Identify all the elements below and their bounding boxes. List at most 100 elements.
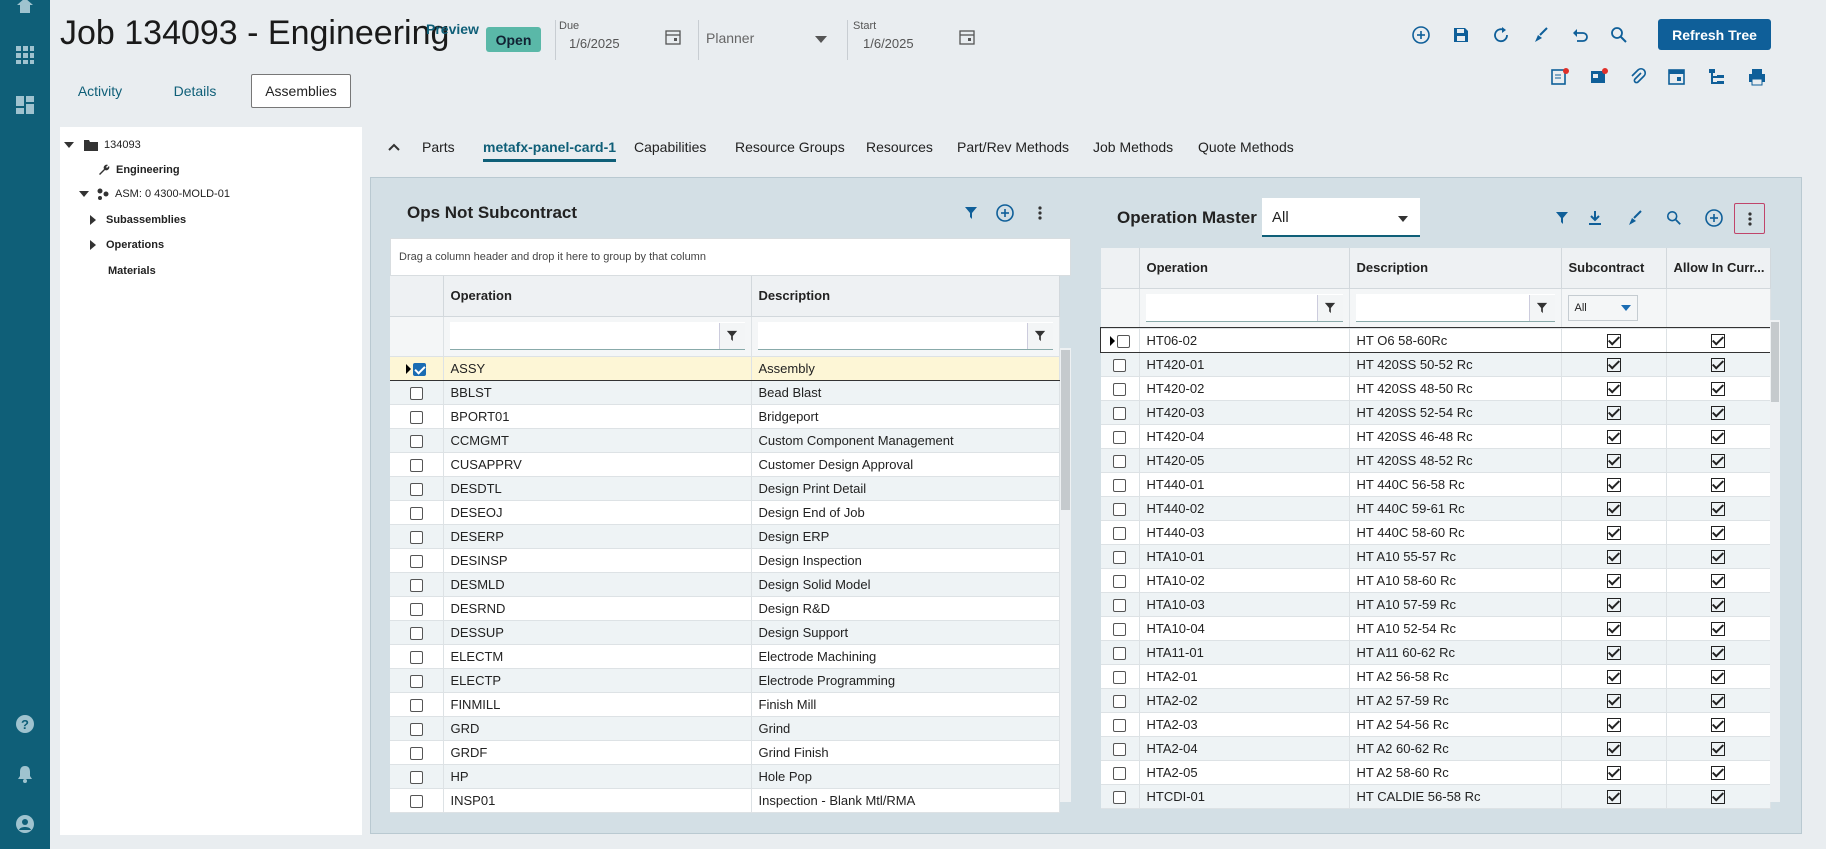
- table-row[interactable]: HTA10-01 HT A10 55-57 Rc: [1101, 544, 1771, 569]
- description-cell[interactable]: Design ERP: [751, 524, 1060, 549]
- operation-cell[interactable]: HT440-01: [1139, 472, 1350, 497]
- notification-bell-icon[interactable]: [13, 762, 37, 786]
- row-checkbox[interactable]: [1113, 358, 1127, 372]
- table-row[interactable]: ELECTM Electrode Machining: [390, 644, 1060, 669]
- row-checkbox[interactable]: [409, 434, 423, 448]
- description-cell[interactable]: Finish Mill: [751, 692, 1060, 717]
- tree-node-subassemblies[interactable]: Subassemblies: [90, 214, 186, 226]
- tab-activity[interactable]: Activity: [77, 83, 123, 99]
- table-row[interactable]: HTA2-02 HT A2 57-59 Rc: [1101, 688, 1771, 713]
- description-cell[interactable]: Custom Component Management: [751, 428, 1060, 453]
- description-cell[interactable]: Grind Finish: [751, 740, 1060, 765]
- row-checkbox[interactable]: [1113, 406, 1127, 420]
- row-checkbox[interactable]: [1113, 550, 1127, 564]
- tab-resource-groups[interactable]: Resource Groups: [735, 139, 845, 155]
- row-checkbox[interactable]: [1113, 646, 1127, 660]
- start-date-field[interactable]: Start 1/6/2025: [853, 20, 1023, 60]
- table-row[interactable]: DESMLD Design Solid Model: [390, 572, 1060, 597]
- table-row[interactable]: HT440-03 HT 440C 58-60 Rc: [1101, 520, 1771, 545]
- operation-cell[interactable]: HTA2-05: [1139, 760, 1350, 785]
- description-cell[interactable]: Design R&D: [751, 596, 1060, 621]
- tree-structure-icon[interactable]: [1706, 66, 1728, 88]
- row-checkbox[interactable]: [413, 362, 427, 376]
- operation-cell[interactable]: GRDF: [443, 740, 752, 765]
- row-checkbox[interactable]: [1113, 718, 1127, 732]
- table-row[interactable]: INSP01 Inspection - Blank Mtl/RMA: [390, 788, 1060, 813]
- row-checkbox[interactable]: [1113, 478, 1127, 492]
- operation-cell[interactable]: FINMILL: [443, 692, 752, 717]
- description-cell[interactable]: HT 440C 58-60 Rc: [1349, 520, 1562, 545]
- row-checkbox[interactable]: [409, 530, 423, 544]
- operation-cell[interactable]: HP: [443, 764, 752, 789]
- description-cell[interactable]: HT A11 60-62 Rc: [1349, 640, 1562, 665]
- table-row[interactable]: HT420-05 HT 420SS 48-52 Rc: [1101, 448, 1771, 473]
- description-cell[interactable]: Bridgeport: [751, 404, 1060, 429]
- table-row[interactable]: HTA10-03 HT A10 57-59 Rc: [1101, 592, 1771, 617]
- description-cell[interactable]: HT O6 58-60Rc: [1349, 328, 1562, 353]
- description-cell[interactable]: HT 440C 56-58 Rc: [1349, 472, 1562, 497]
- start-date-value[interactable]: 1/6/2025: [863, 36, 914, 51]
- table-row[interactable]: CCMGMT Custom Component Management: [390, 428, 1060, 453]
- tab-parts[interactable]: Parts: [422, 139, 455, 155]
- row-checkbox[interactable]: [409, 674, 423, 688]
- operation-cell[interactable]: GRD: [443, 716, 752, 741]
- operation-cell[interactable]: HTCDI-01: [1139, 784, 1350, 809]
- operation-cell[interactable]: DESSUP: [443, 620, 752, 645]
- search-icon[interactable]: [1663, 207, 1685, 229]
- table-row[interactable]: DESERP Design ERP: [390, 524, 1060, 549]
- due-date-field[interactable]: Due 1/6/2025: [559, 20, 729, 60]
- filter-icon[interactable]: [718, 322, 745, 349]
- operation-cell[interactable]: HTA10-01: [1139, 544, 1350, 569]
- home-icon[interactable]: [13, 0, 37, 18]
- operation-cell[interactable]: BPORT01: [443, 404, 752, 429]
- row-checkbox[interactable]: [1113, 454, 1127, 468]
- memo-icon[interactable]: [1549, 66, 1571, 88]
- description-cell[interactable]: HT A2 58-60 Rc: [1349, 760, 1562, 785]
- operation-cell[interactable]: HTA10-04: [1139, 616, 1350, 641]
- row-checkbox[interactable]: [409, 602, 423, 616]
- description-cell[interactable]: HT A2 54-56 Rc: [1349, 712, 1562, 737]
- operation-cell[interactable]: HTA10-03: [1139, 592, 1350, 617]
- left-grid-scroll-thumb[interactable]: [1061, 350, 1070, 510]
- tab-job-methods[interactable]: Job Methods: [1093, 139, 1174, 155]
- row-checkbox[interactable]: [409, 650, 423, 664]
- operation-filter-field[interactable]: [449, 322, 719, 349]
- add-row-icon[interactable]: [994, 202, 1016, 224]
- operation-cell[interactable]: HT420-02: [1139, 376, 1350, 401]
- table-row[interactable]: GRD Grind: [390, 716, 1060, 741]
- tree-node-materials[interactable]: Materials: [108, 265, 156, 277]
- collapse-icon[interactable]: [64, 142, 74, 148]
- description-cell[interactable]: Assembly: [751, 355, 1060, 381]
- table-row[interactable]: DESDTL Design Print Detail: [390, 476, 1060, 501]
- dashboard-icon[interactable]: [13, 93, 37, 117]
- row-checkbox[interactable]: [409, 578, 423, 592]
- description-cell[interactable]: HT A2 56-58 Rc: [1349, 664, 1562, 689]
- operation-cell[interactable]: DESERP: [443, 524, 752, 549]
- calendar-icon[interactable]: [1666, 66, 1688, 88]
- operation-cell[interactable]: HTA2-02: [1139, 688, 1350, 713]
- undo-icon[interactable]: [1569, 24, 1591, 46]
- print-icon[interactable]: [1746, 66, 1768, 88]
- table-row[interactable]: HP Hole Pop: [390, 764, 1060, 789]
- add-new-icon[interactable]: [1410, 24, 1432, 46]
- table-row[interactable]: HTA11-01 HT A11 60-62 Rc: [1101, 640, 1771, 665]
- tab-assemblies[interactable]: Assemblies: [251, 74, 351, 108]
- table-row[interactable]: HTA2-04 HT A2 60-62 Rc: [1101, 736, 1771, 761]
- filter-icon[interactable]: [1316, 294, 1343, 321]
- collapse-icon[interactable]: [79, 191, 89, 197]
- tab-resources[interactable]: Resources: [866, 139, 933, 155]
- table-row[interactable]: HT420-04 HT 420SS 46-48 Rc: [1101, 424, 1771, 449]
- tab-part-rev-methods[interactable]: Part/Rev Methods: [957, 139, 1070, 155]
- operation-cell[interactable]: CUSAPPRV: [443, 452, 752, 477]
- row-checkbox[interactable]: [1113, 742, 1127, 756]
- table-row[interactable]: BPORT01 Bridgeport: [390, 404, 1060, 429]
- clear-brush-icon[interactable]: [1530, 24, 1552, 46]
- description-cell[interactable]: HT A2 57-59 Rc: [1349, 688, 1562, 713]
- operation-cell[interactable]: ASSY: [443, 355, 752, 381]
- operation-cell[interactable]: ELECTM: [443, 644, 752, 669]
- description-cell[interactable]: HT 440C 59-61 Rc: [1349, 496, 1562, 521]
- row-checkbox[interactable]: [409, 770, 423, 784]
- table-row[interactable]: HTA2-01 HT A2 56-58 Rc: [1101, 664, 1771, 689]
- table-row[interactable]: CUSAPPRV Customer Design Approval: [390, 452, 1060, 477]
- operation-cell[interactable]: DESINSP: [443, 548, 752, 573]
